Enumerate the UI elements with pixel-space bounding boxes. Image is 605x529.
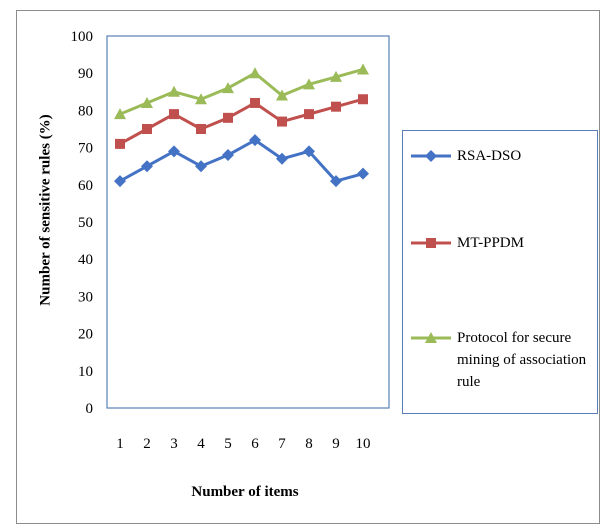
legend-marker (426, 238, 436, 248)
x-axis-title: Number of items (191, 484, 299, 500)
data-point-protocol (168, 85, 180, 97)
data-point-rsa-dso (141, 160, 153, 173)
plot-area (106, 35, 390, 409)
data-point-mt-ppdm (277, 116, 287, 127)
data-point-protocol (357, 63, 369, 75)
data-point-mt-ppdm (115, 138, 125, 149)
data-point-mt-ppdm (250, 97, 260, 108)
legend-marker (425, 332, 437, 343)
x-tick-label: 8 (305, 436, 313, 452)
legend-label-mt-ppdm: MT-PPDM (457, 235, 524, 251)
y-tick-label: 100 (71, 29, 94, 45)
y-axis-title: Number of sensitive rules (%) (37, 114, 54, 306)
data-point-protocol (114, 108, 126, 120)
data-point-mt-ppdm (304, 109, 314, 120)
data-point-mt-ppdm (169, 109, 179, 120)
data-point-protocol (195, 93, 207, 105)
y-tick-label: 20 (78, 327, 93, 343)
y-tick-label: 80 (78, 103, 93, 119)
data-point-protocol (222, 82, 234, 94)
data-point-protocol (141, 96, 153, 108)
data-point-rsa-dso (195, 160, 207, 173)
legend-marker (425, 150, 437, 162)
chart-area (16, 10, 600, 524)
x-axis: 1 2 3 4 5 6 7 8 9 10 (116, 436, 370, 452)
x-tick-label: 10 (356, 436, 371, 452)
series-protocol (114, 63, 369, 120)
x-tick-label: 6 (251, 436, 259, 452)
y-tick-label: 70 (78, 141, 93, 157)
data-point-rsa-dso (276, 152, 288, 165)
data-point-rsa-dso (222, 149, 234, 162)
data-point-rsa-dso (168, 145, 180, 158)
legend-label-rsa-dso: RSA-DSO (457, 148, 522, 164)
x-tick-label: 5 (224, 436, 232, 452)
series-mt-ppdm (115, 94, 368, 149)
data-point-mt-ppdm (358, 94, 368, 105)
data-point-mt-ppdm (196, 124, 206, 134)
data-point-protocol (330, 70, 342, 82)
y-tick-label: 10 (78, 364, 93, 380)
legend-swatch-protocol (411, 332, 451, 343)
data-point-mt-ppdm (223, 112, 233, 123)
y-tick-label: 0 (86, 401, 94, 417)
y-tick-label: 30 (78, 289, 93, 305)
data-point-rsa-dso (114, 175, 126, 188)
legend-swatch-mt-ppdm (411, 238, 451, 248)
y-axis: 0 10 20 30 40 50 60 70 80 90 100 (71, 29, 94, 417)
y-tick-label: 90 (78, 66, 93, 82)
series-rsa-dso (114, 134, 369, 188)
data-point-rsa-dso (249, 134, 261, 147)
data-point-rsa-dso (330, 175, 342, 188)
x-tick-label: 3 (170, 436, 178, 452)
x-tick-label: 4 (197, 436, 205, 452)
legend: RSA-DSO MT-PPDM Protocol for secure mini… (402, 130, 598, 414)
data-point-rsa-dso (357, 167, 369, 180)
legend-label-protocol: Protocol for secure mining of associatio… (457, 330, 587, 390)
series-line-protocol (119, 68, 364, 116)
series-layer (114, 63, 369, 188)
legend-swatch-rsa-dso (411, 150, 451, 162)
data-point-protocol (249, 67, 261, 79)
y-tick-label: 40 (78, 252, 93, 268)
series-line-mt-ppdm (119, 97, 364, 146)
data-point-mt-ppdm (331, 101, 341, 112)
data-point-protocol (276, 89, 288, 101)
x-tick-label: 7 (278, 436, 286, 452)
x-tick-label: 9 (332, 436, 340, 452)
y-tick-label: 60 (78, 178, 93, 194)
data-point-protocol (303, 78, 315, 90)
x-tick-label: 1 (116, 436, 124, 452)
data-point-rsa-dso (303, 145, 315, 158)
series-line-rsa-dso (119, 138, 364, 183)
data-point-mt-ppdm (142, 124, 152, 134)
x-tick-label: 2 (143, 436, 151, 452)
y-tick-label: 50 (78, 215, 93, 231)
